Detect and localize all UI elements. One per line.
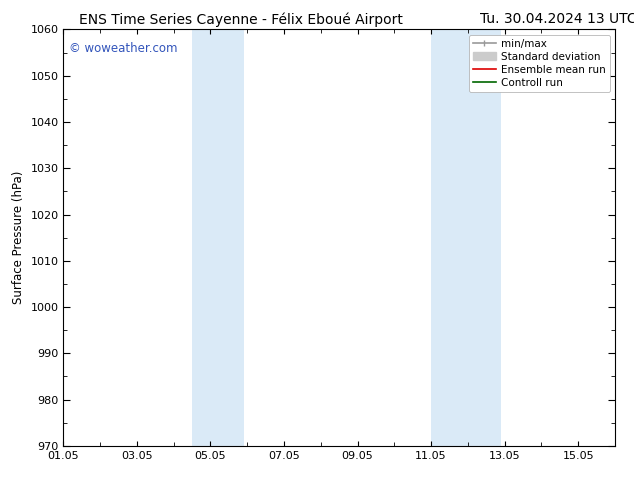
Text: Tu. 30.04.2024 13 UTC: Tu. 30.04.2024 13 UTC xyxy=(479,12,634,26)
Bar xyxy=(192,29,243,446)
Legend: min/max, Standard deviation, Ensemble mean run, Controll run: min/max, Standard deviation, Ensemble me… xyxy=(469,35,610,92)
Bar xyxy=(431,29,501,446)
Text: ENS Time Series Cayenne - Félix Eboué Airport: ENS Time Series Cayenne - Félix Eboué Ai… xyxy=(79,12,403,27)
Text: © woweather.com: © woweather.com xyxy=(69,42,178,55)
Y-axis label: Surface Pressure (hPa): Surface Pressure (hPa) xyxy=(12,171,25,304)
